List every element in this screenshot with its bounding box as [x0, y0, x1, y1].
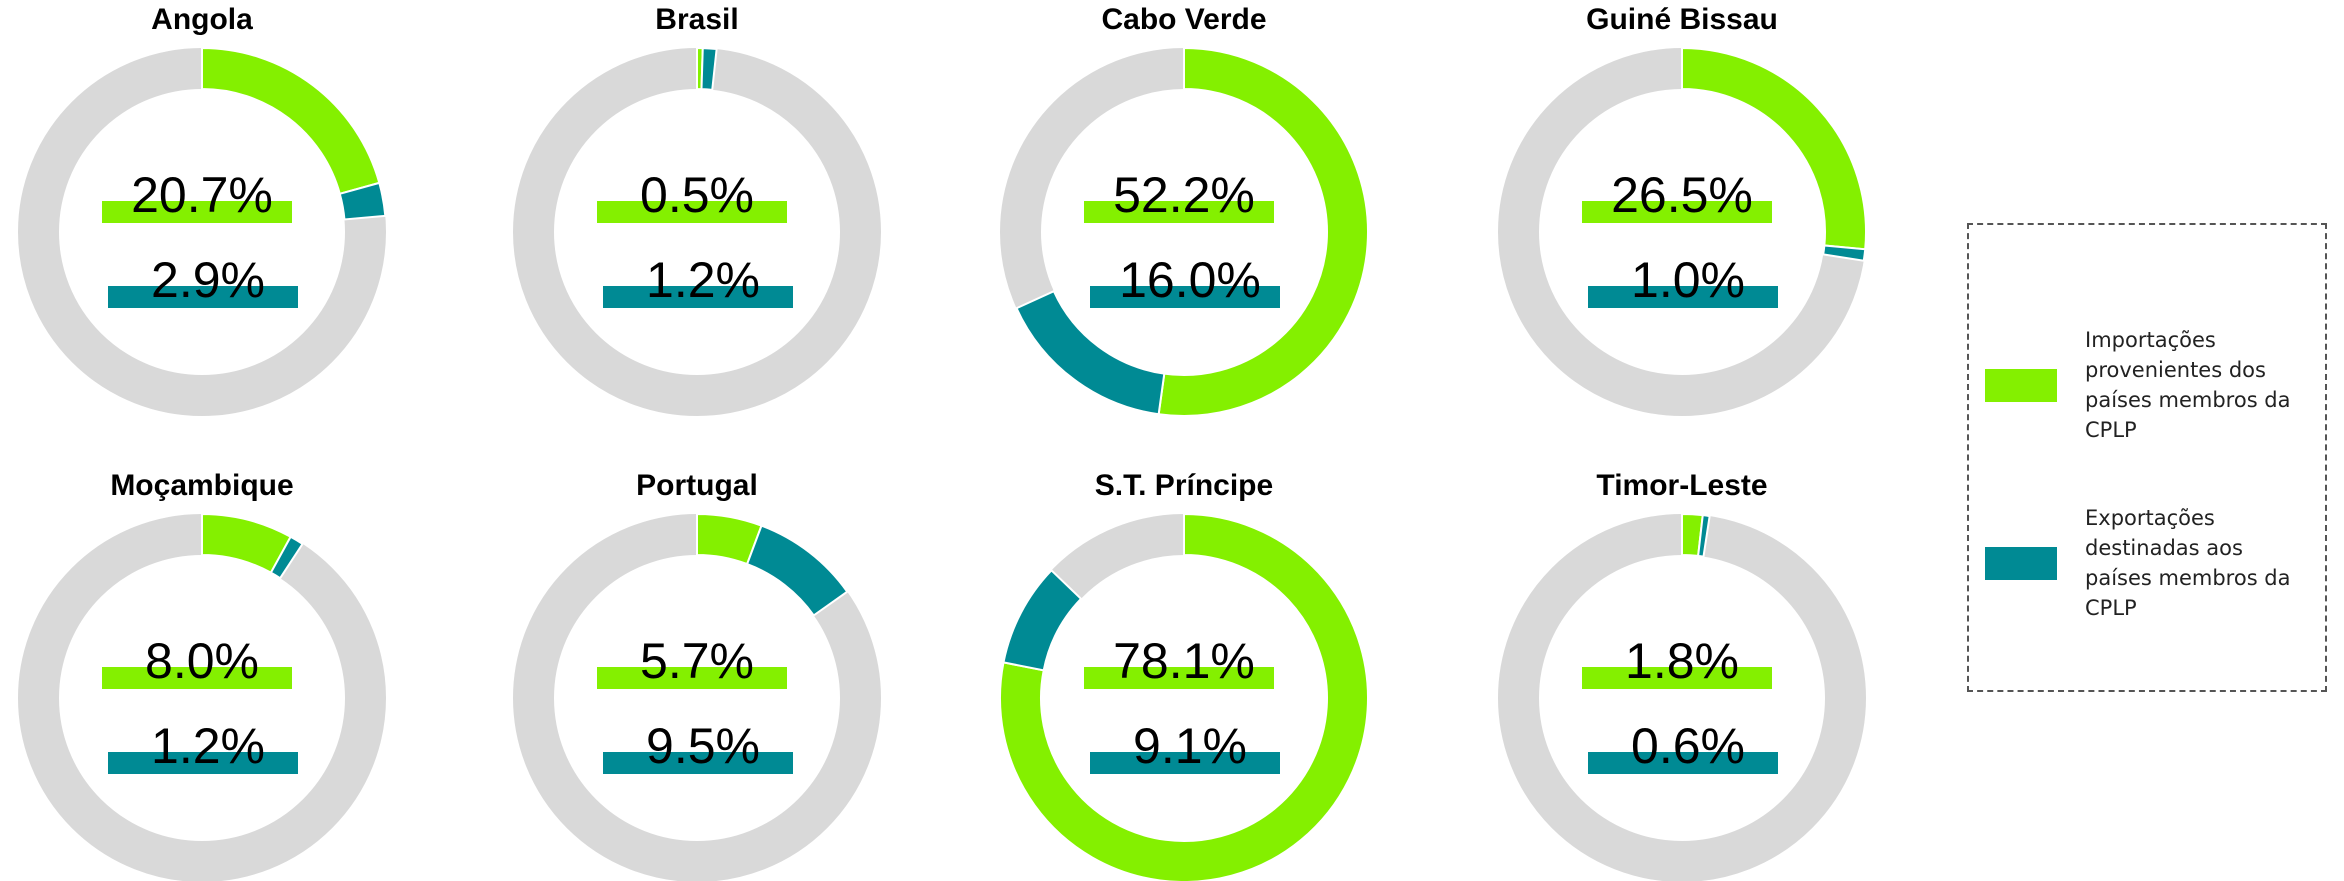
legend-swatch: [1985, 368, 2057, 402]
value-label: 0.5%: [640, 167, 754, 223]
label-swatch: [1582, 667, 1772, 689]
label-swatch: [1090, 286, 1280, 308]
value-label: 1.0%: [1631, 252, 1745, 308]
label-swatch: [1084, 667, 1274, 689]
chart-title: S.T. Príncipe: [1095, 469, 1273, 502]
label-swatch: [108, 286, 298, 308]
donut-segment: [1697, 514, 1711, 558]
value-label: 2.9%: [151, 252, 265, 308]
label-swatch: [1582, 201, 1772, 223]
label-swatch: [1588, 752, 1778, 774]
value-label: 0.6%: [1631, 718, 1745, 774]
value-label: 1.8%: [1625, 633, 1739, 689]
donut-segment: [999, 512, 1369, 881]
chart-title: Timor-Leste: [1596, 469, 1767, 502]
donut-segment: [1157, 46, 1369, 417]
value-label: 8.0%: [145, 633, 259, 689]
chart-title: Brasil: [655, 3, 738, 36]
value-label: 5.7%: [640, 633, 754, 689]
label-swatch: [1090, 752, 1280, 774]
value-label: 1.2%: [151, 718, 265, 774]
donut-rest: [18, 514, 386, 881]
donut-segment: [269, 535, 304, 580]
label-swatch: [102, 201, 292, 223]
legend-item: Exportações destinadas aos países membro…: [1985, 503, 2305, 623]
donut-segment: [745, 524, 849, 617]
value-label: 20.7%: [131, 167, 273, 223]
donut-segment: [700, 47, 718, 91]
value-label: 9.1%: [1133, 718, 1247, 774]
donut-segment: [1015, 289, 1166, 416]
label-swatch: [108, 752, 298, 774]
value-label: 78.1%: [1113, 633, 1255, 689]
chart-title: Cabo Verde: [1101, 3, 1266, 36]
value-label: 9.5%: [646, 718, 760, 774]
value-label: 52.2%: [1113, 167, 1255, 223]
value-label: 1.2%: [646, 252, 760, 308]
legend-swatch: [1985, 546, 2057, 580]
chart-title: Portugal: [636, 469, 758, 502]
value-label: 26.5%: [1611, 167, 1753, 223]
label-swatch: [603, 752, 793, 774]
label-swatch: [102, 667, 292, 689]
donut-segment: [1002, 568, 1083, 672]
label-swatch: [1084, 201, 1274, 223]
legend-item: Importações provenientes dos países memb…: [1985, 325, 2305, 445]
label-swatch: [1588, 286, 1778, 308]
donut-rest: [1498, 514, 1866, 881]
chart-title: Moçambique: [110, 469, 293, 502]
donut-segment: [338, 181, 387, 221]
label-swatch: [603, 286, 793, 308]
legend: Importações provenientes dos países memb…: [1967, 223, 2327, 692]
chart-title: Guiné Bissau: [1586, 3, 1778, 36]
chart-title: Angola: [151, 3, 253, 36]
label-swatch: [597, 667, 787, 689]
legend-label: Exportações destinadas aos países membro…: [2085, 506, 2291, 620]
charts: Angola 20.7% 2.9% Brasil 0.5% 1.2% Cabo Verde 5…: [18, 3, 1867, 881]
label-swatch: [597, 201, 787, 223]
donut-segment: [1822, 244, 1867, 262]
legend-label: Importações provenientes dos países memb…: [2085, 328, 2291, 442]
value-label: 16.0%: [1119, 252, 1261, 308]
donut-rest: [513, 48, 881, 416]
